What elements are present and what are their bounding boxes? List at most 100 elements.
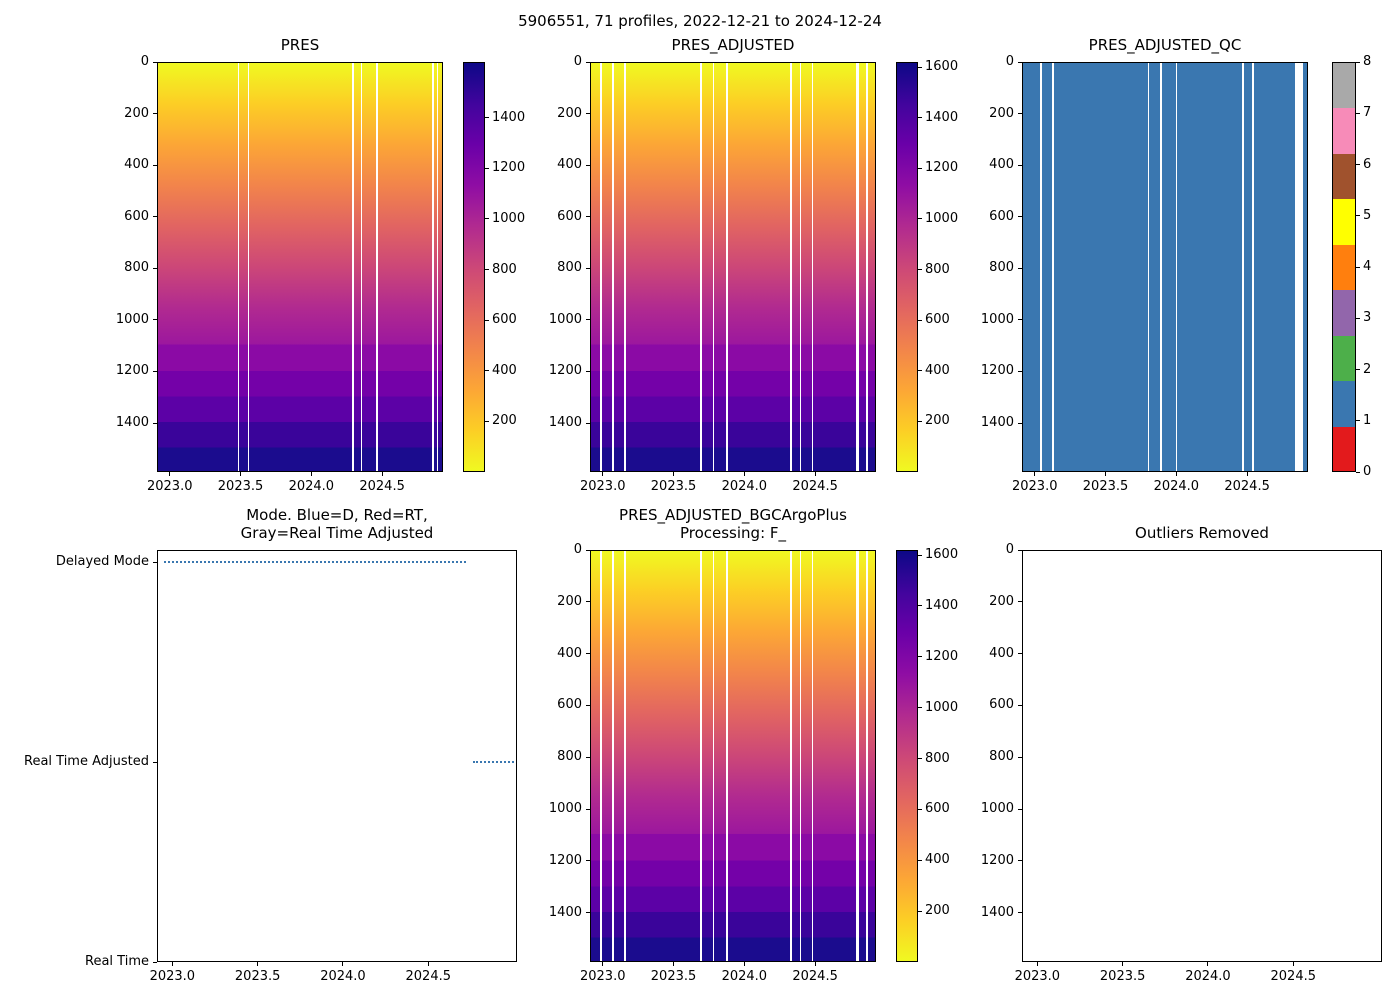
mode-dotted-segment [472, 761, 514, 764]
missing-profile-gap [712, 63, 715, 471]
x-axis-tick-mark [743, 962, 745, 966]
x-axis-tick-mark [310, 472, 312, 476]
y-axis-tick-mark [586, 113, 590, 115]
colorbar-tick-mark [918, 167, 922, 169]
plot-area-pres [157, 62, 443, 472]
colorbar-tick-label: 1000 [925, 210, 959, 226]
y-axis-tick-label: 1200 [548, 852, 582, 868]
y-axis-tick-mark [1018, 113, 1022, 115]
y-axis-tick-label: 0 [573, 542, 582, 557]
x-axis-tick-label: 2024.0 [721, 969, 768, 984]
missing-profile-gap [726, 63, 728, 471]
missing-profile-gap [431, 63, 435, 471]
colorbar-tick-label: 1000 [925, 699, 959, 715]
plot-title-qc: PRES_ADJUSTED_QC [1088, 36, 1242, 54]
y-axis-tick-label: 600 [557, 697, 582, 713]
colorbar-tick-label: 7 [1363, 105, 1372, 121]
y-axis-tick-mark [153, 164, 157, 166]
colorbar-tick-label: 400 [925, 362, 950, 378]
x-axis-tick-label: 2023.5 [234, 969, 281, 984]
colorbar-pres_adjusted [896, 62, 918, 472]
missing-profile-gap [811, 551, 814, 961]
y-axis-tick-label: 1400 [548, 415, 582, 430]
missing-profile-gap [700, 63, 702, 471]
colorbar-tick-mark [1356, 215, 1360, 217]
missing-profile-gap [612, 551, 614, 961]
plot-area-outliers [1022, 550, 1382, 962]
x-axis-tick-mark [381, 472, 383, 476]
colorbar-tick-mark [918, 319, 922, 321]
y-axis-tick-mark [586, 319, 590, 321]
y-axis-tick-mark [153, 370, 157, 372]
y-axis-tick-label: 1000 [115, 311, 149, 327]
plot-area-bgc [590, 550, 876, 962]
colorbar-tick-label: 1000 [492, 210, 526, 226]
missing-profile-gap [436, 63, 439, 471]
colorbar-pres [463, 62, 485, 472]
x-axis-tick-mark [1036, 962, 1038, 966]
y-axis-tick-label: 1000 [980, 801, 1014, 817]
y-axis-tick-mark [1018, 319, 1022, 321]
colorbar-tick-label: 600 [492, 312, 517, 328]
colorbar-tick-label: 200 [925, 903, 950, 919]
missing-profile-gap [376, 63, 378, 471]
colorbar-tick-mark [918, 758, 922, 760]
mode-dotted-segment [163, 561, 466, 564]
y-axis-tick-mark [153, 113, 157, 115]
x-axis-tick-mark [257, 962, 259, 966]
colorbar-tick-mark [1356, 164, 1360, 165]
colorbar-tick-mark [918, 218, 922, 220]
colorbar-tick-label: 5 [1363, 207, 1372, 223]
qc-colorbar-segment [1332, 107, 1356, 154]
missing-profile-gap [1242, 63, 1244, 471]
x-axis-tick-mark [814, 962, 816, 966]
y-axis-tick-mark [586, 267, 590, 269]
colorbar-tick-mark [485, 319, 489, 321]
colorbar-tick-mark [918, 554, 922, 556]
colorbar-tick-mark [485, 420, 489, 422]
y-axis-tick-label: 800 [124, 260, 149, 276]
y-axis-tick-label: 1400 [548, 904, 582, 920]
missing-profile-gap [700, 551, 702, 961]
missing-profile-gap [624, 63, 626, 471]
missing-profile-gap [600, 63, 602, 471]
colorbar-tick-mark [1356, 471, 1360, 473]
x-axis-tick-label: 2024.5 [405, 969, 452, 984]
qc-colorbar-segment [1332, 153, 1356, 200]
mode-tick-mark [153, 961, 157, 963]
plot-title-mode: Mode. Blue=D, Red=RT, Gray=Real Time Adj… [240, 506, 434, 542]
colorbar-tick-label: 0 [1363, 464, 1372, 479]
colorbar-tick-label: 200 [492, 413, 517, 429]
y-axis-tick-mark [586, 164, 590, 166]
colorbar-tick-mark [918, 117, 922, 119]
colorbar-tick-label: 400 [925, 852, 950, 868]
colorbar-tick-mark [918, 269, 922, 271]
y-axis-tick-mark [153, 319, 157, 321]
colorbar-tick-label: 1200 [925, 648, 959, 664]
missing-profile-gap [726, 551, 728, 961]
y-axis-tick-mark [153, 216, 157, 218]
missing-profile-gap [855, 551, 859, 961]
x-axis-tick-label: 2024.5 [792, 479, 838, 494]
x-axis-tick-label: 2023.5 [1082, 479, 1129, 494]
colorbar-tick-label: 200 [925, 413, 950, 429]
missing-profile-gap [624, 551, 626, 961]
missing-profile-gap [799, 63, 802, 471]
x-axis-tick-label: 2023.5 [650, 969, 697, 984]
plot-area-pres_adjusted [590, 62, 876, 472]
mode-tick-label: Delayed Mode [55, 554, 149, 570]
colorbar-tick-mark [1356, 112, 1360, 114]
x-axis-tick-mark [171, 962, 173, 966]
y-axis-tick-mark [1018, 267, 1022, 269]
x-axis-tick-label: 2024.5 [1224, 479, 1270, 494]
missing-profile-gap [360, 63, 363, 471]
y-axis-tick-mark [1018, 808, 1022, 810]
y-axis-tick-mark [1018, 601, 1022, 603]
colorbar-tick-label: 1 [1363, 412, 1372, 428]
y-axis-tick-mark [586, 653, 590, 655]
x-axis-tick-mark [743, 472, 745, 476]
y-axis-tick-label: 1200 [115, 363, 149, 379]
y-axis-tick-mark [1018, 756, 1022, 758]
y-axis-tick-mark [586, 756, 590, 758]
